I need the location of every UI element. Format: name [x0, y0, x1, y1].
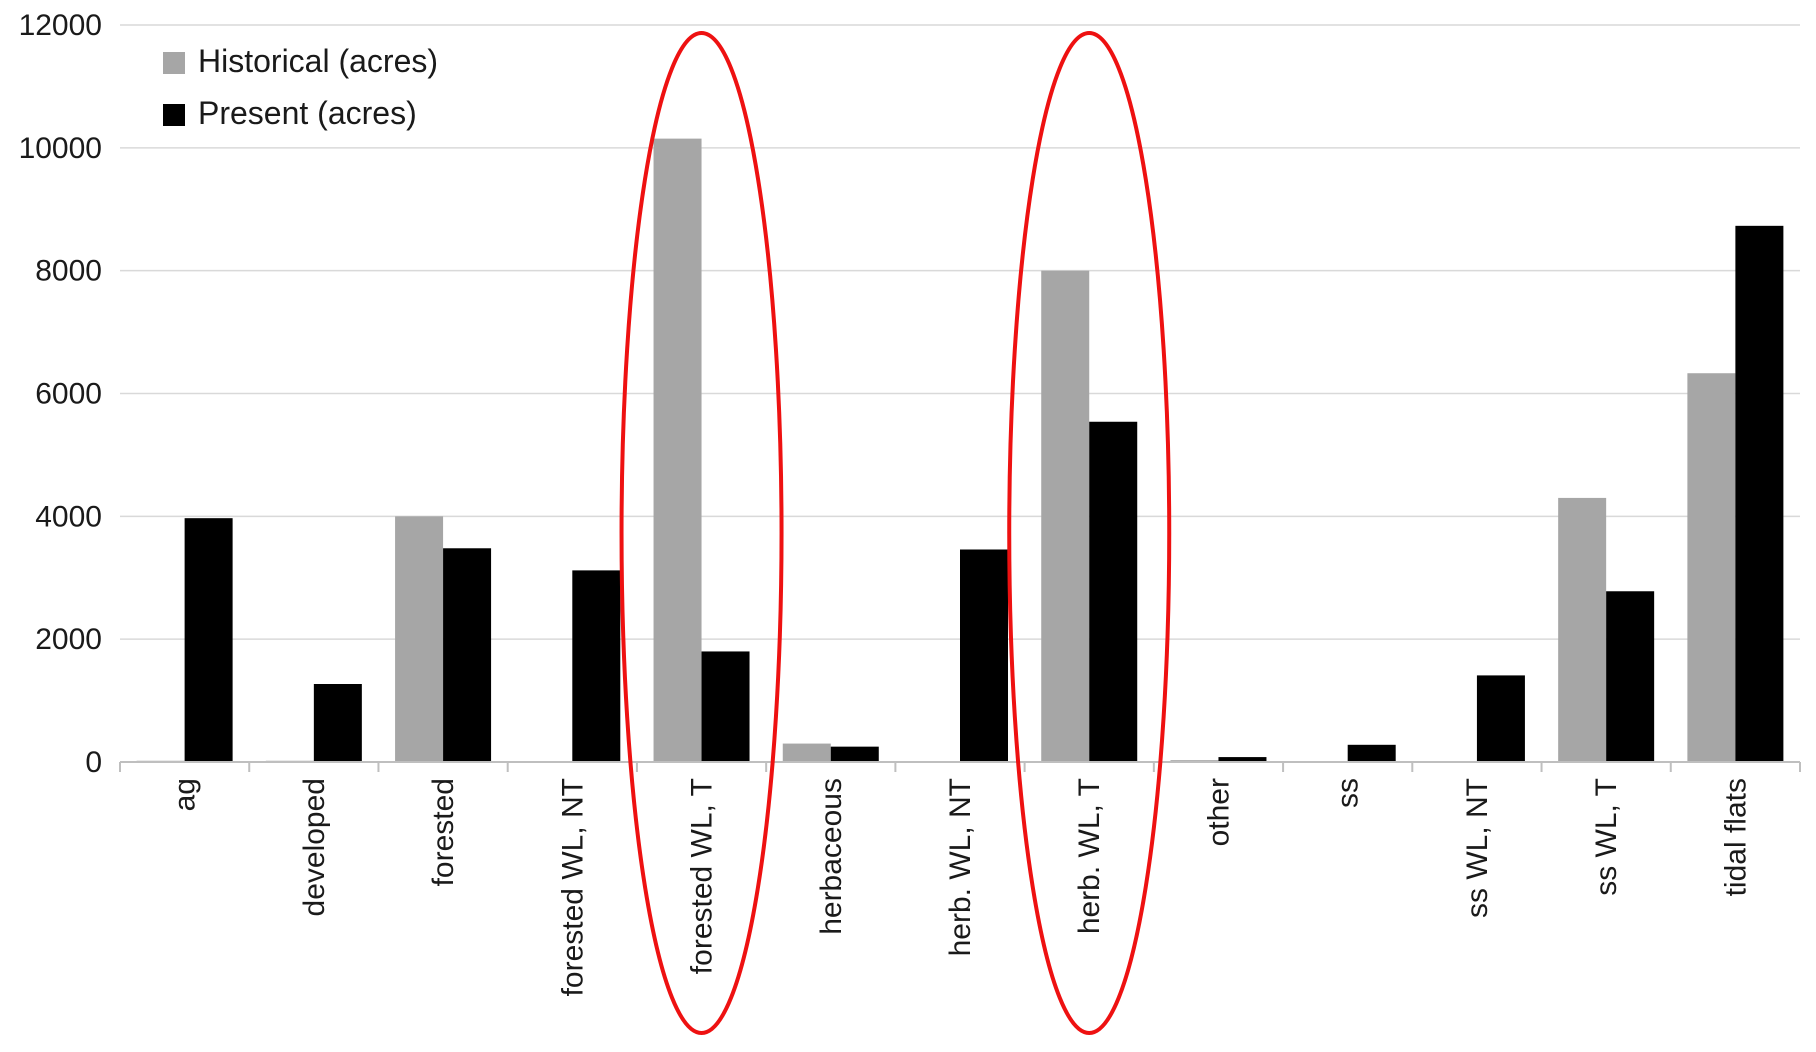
bar-present: [830, 746, 879, 762]
y-tick-label: 0: [85, 746, 102, 779]
bar-present: [572, 570, 621, 762]
category-label: forested WL, NT: [556, 778, 589, 996]
category-label: ss WL, T: [1590, 778, 1623, 896]
category-label: forested WL, T: [686, 778, 719, 974]
bar-present: [1089, 421, 1138, 762]
bar-historical: [395, 516, 444, 762]
category-label: forested: [427, 778, 460, 886]
y-tick-label: 12000: [19, 9, 102, 42]
y-tick-label: 10000: [19, 132, 102, 165]
bar-historical: [1687, 373, 1736, 762]
bar-present: [1606, 591, 1655, 762]
category-label: herb. WL, NT: [944, 778, 977, 956]
bar-historical: [782, 743, 831, 762]
category-label: other: [1202, 778, 1235, 846]
y-tick-label: 6000: [35, 378, 102, 411]
legend-label: Historical (acres): [198, 43, 438, 79]
category-label: ss: [1332, 778, 1365, 808]
bar-present: [184, 518, 233, 762]
bar-historical: [653, 138, 702, 762]
category-label: developed: [298, 778, 331, 916]
category-label: herbaceous: [815, 778, 848, 935]
bar-historical: [1041, 270, 1090, 762]
category-label: ag: [169, 778, 202, 811]
bar-historical: [1558, 497, 1607, 762]
bar-present: [313, 684, 362, 762]
bar-present: [1347, 744, 1396, 762]
bar-present: [1218, 757, 1267, 762]
legend-label: Present (acres): [198, 95, 417, 131]
legend-swatch: [163, 104, 185, 126]
bar-present: [443, 548, 492, 762]
bar-present: [1476, 675, 1525, 762]
y-tick-label: 4000: [35, 500, 102, 533]
category-label: herb. WL, T: [1073, 778, 1106, 934]
category-label: ss WL, NT: [1461, 778, 1494, 918]
category-label: tidal flats: [1719, 778, 1752, 896]
bar-present: [1735, 225, 1784, 762]
y-tick-label: 2000: [35, 623, 102, 656]
bar-present: [701, 651, 750, 762]
highlight-ellipse: [619, 31, 784, 1035]
y-tick-label: 8000: [35, 255, 102, 288]
legend-swatch: [163, 52, 185, 74]
bar-present: [960, 549, 1008, 762]
highlight-ellipse: [1007, 31, 1172, 1035]
